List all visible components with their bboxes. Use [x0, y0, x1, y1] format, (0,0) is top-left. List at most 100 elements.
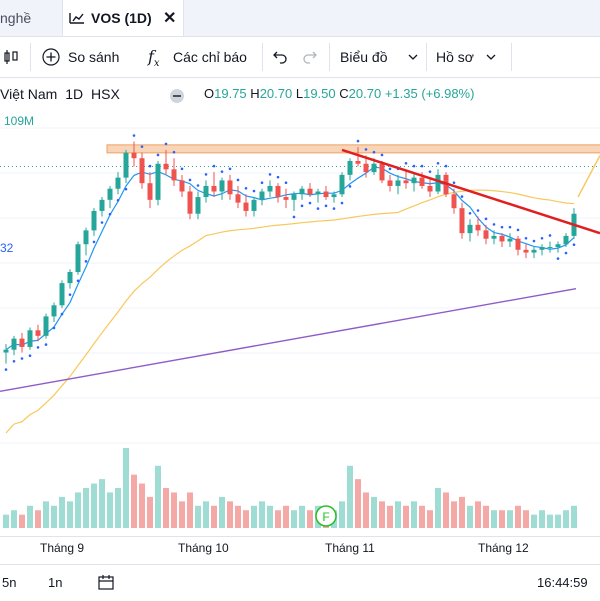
candle-body [259, 191, 265, 200]
profile-dropdown[interactable]: Hồ sơ [436, 37, 496, 77]
volume-bar [83, 488, 89, 528]
x-tick-label: Tháng 9 [40, 541, 85, 555]
volume-bar [419, 505, 425, 528]
candle-body [211, 185, 217, 192]
volume-bar [123, 448, 129, 528]
candle-body [51, 305, 57, 317]
plus-circle-icon [42, 48, 60, 66]
volume-bar [435, 488, 441, 528]
volume-bar [523, 510, 529, 528]
volume-bar [35, 510, 41, 528]
price-chart[interactable]: F [0, 108, 600, 536]
ohlc-values: O19.75 H20.70 L19.50 C20.70 +1.35 (+6.98… [204, 86, 474, 101]
candle-body [219, 180, 225, 192]
candles-icon[interactable] [2, 49, 20, 65]
low-label: L [295, 86, 304, 101]
tab-label: VOS (1D) [91, 10, 152, 26]
sar-dot [340, 201, 344, 205]
sar-dot [532, 239, 536, 243]
volume-bar [171, 492, 177, 528]
volume-bar [307, 510, 313, 528]
candle-body [3, 349, 9, 353]
volume-bar [483, 505, 489, 528]
sar-dot [268, 173, 272, 176]
candle-body [107, 188, 113, 200]
candle-body [467, 224, 473, 234]
fx-icon: fx [148, 47, 160, 70]
sar-dot [460, 195, 464, 198]
open-label: O [204, 86, 215, 101]
candle-body [11, 338, 17, 350]
redo-icon[interactable] [302, 49, 318, 65]
candle-body [435, 174, 441, 192]
tab-industry[interactable]: nghề [0, 10, 32, 26]
event-marker-label: F [322, 510, 329, 524]
volume-bar [539, 510, 545, 528]
volume-bar [427, 510, 433, 528]
sar-dot [212, 164, 216, 168]
sar-dot [548, 234, 552, 237]
volume-bar [507, 510, 513, 528]
goto-date-icon[interactable] [98, 574, 116, 590]
candle-body [243, 202, 249, 211]
candle-body [507, 238, 513, 242]
range-1m-button[interactable]: 1n [48, 575, 63, 590]
sar-dot [132, 134, 136, 137]
close-icon[interactable]: ✕ [163, 10, 177, 27]
volume-bar [363, 492, 369, 528]
candle-body [491, 235, 497, 239]
candle-body [187, 191, 193, 214]
candle-body [267, 185, 273, 192]
candle-body [315, 191, 321, 195]
x-tick-label: Tháng 11 [325, 541, 375, 555]
legend-collapse-button[interactable] [170, 89, 184, 103]
sar-dot [164, 142, 168, 146]
volume-bar [403, 505, 409, 528]
sar-dot [68, 293, 72, 296]
sar-dot [236, 178, 240, 182]
chart-type-dropdown[interactable]: Biểu đồ [340, 37, 418, 77]
time-axis[interactable]: Tháng 9 Tháng 10 Tháng 11 Tháng 12 [0, 536, 600, 557]
candle-body [171, 169, 177, 181]
volume-bar [11, 510, 17, 528]
candle-body [307, 188, 313, 195]
toolbar-separator [329, 43, 330, 71]
volume-bar [387, 505, 393, 528]
sar-dot [156, 153, 160, 157]
candle-body [195, 197, 201, 214]
sar-dot [556, 257, 560, 260]
candle-body [499, 235, 505, 242]
indicator-value: 32 [0, 241, 14, 255]
candle-body [427, 185, 433, 192]
candle-body [155, 163, 161, 200]
sar-dot [476, 209, 480, 212]
close-label: C [339, 86, 349, 101]
candle-body [403, 180, 409, 184]
volume-bar [547, 514, 553, 528]
candle-body [539, 247, 545, 250]
tab-vos-chart[interactable]: VOS (1D) ✕ [62, 0, 184, 36]
volume-bar [531, 514, 537, 528]
candle-body [251, 199, 257, 211]
change-value: +1.35 (+6.98%) [384, 86, 475, 101]
sar-dot [44, 343, 48, 346]
volume-bar [27, 505, 33, 528]
candle-body [227, 180, 233, 195]
range-5d-button[interactable]: 5n [2, 575, 17, 590]
candle-body [475, 224, 481, 231]
undo-icon[interactable] [272, 49, 288, 65]
volume-bar [131, 474, 137, 528]
sar-dot [92, 240, 96, 244]
sar-dot [452, 181, 456, 185]
volume-bar [155, 465, 161, 528]
volume-bar [459, 496, 465, 528]
volume-bar [379, 501, 385, 528]
candle-body [331, 194, 337, 198]
volume-bar [267, 505, 273, 528]
sar-dot [276, 175, 280, 179]
sar-dot [100, 221, 104, 224]
sar-dot [364, 148, 368, 151]
candle-body [27, 330, 33, 347]
candle-body [139, 158, 145, 184]
sar-dot [572, 243, 576, 246]
